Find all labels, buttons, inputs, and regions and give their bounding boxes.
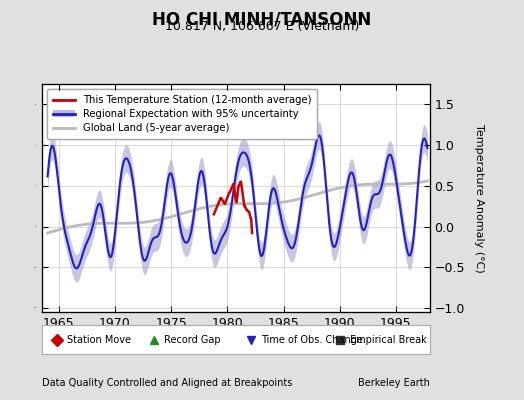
Y-axis label: Temperature Anomaly (°C): Temperature Anomaly (°C) bbox=[475, 124, 485, 272]
Text: Station Move: Station Move bbox=[67, 334, 131, 344]
Text: Empirical Break: Empirical Break bbox=[350, 334, 427, 344]
Text: Berkeley Earth: Berkeley Earth bbox=[358, 378, 430, 388]
Text: 10.817 N, 106.667 E (Vietnam): 10.817 N, 106.667 E (Vietnam) bbox=[165, 20, 359, 33]
Legend: This Temperature Station (12-month average), Regional Expectation with 95% uncer: This Temperature Station (12-month avera… bbox=[47, 89, 318, 139]
Text: HO CHI MINH/TANSONN: HO CHI MINH/TANSONN bbox=[152, 10, 372, 28]
Text: Record Gap: Record Gap bbox=[164, 334, 221, 344]
Text: Data Quality Controlled and Aligned at Breakpoints: Data Quality Controlled and Aligned at B… bbox=[42, 378, 292, 388]
Text: Time of Obs. Change: Time of Obs. Change bbox=[261, 334, 363, 344]
